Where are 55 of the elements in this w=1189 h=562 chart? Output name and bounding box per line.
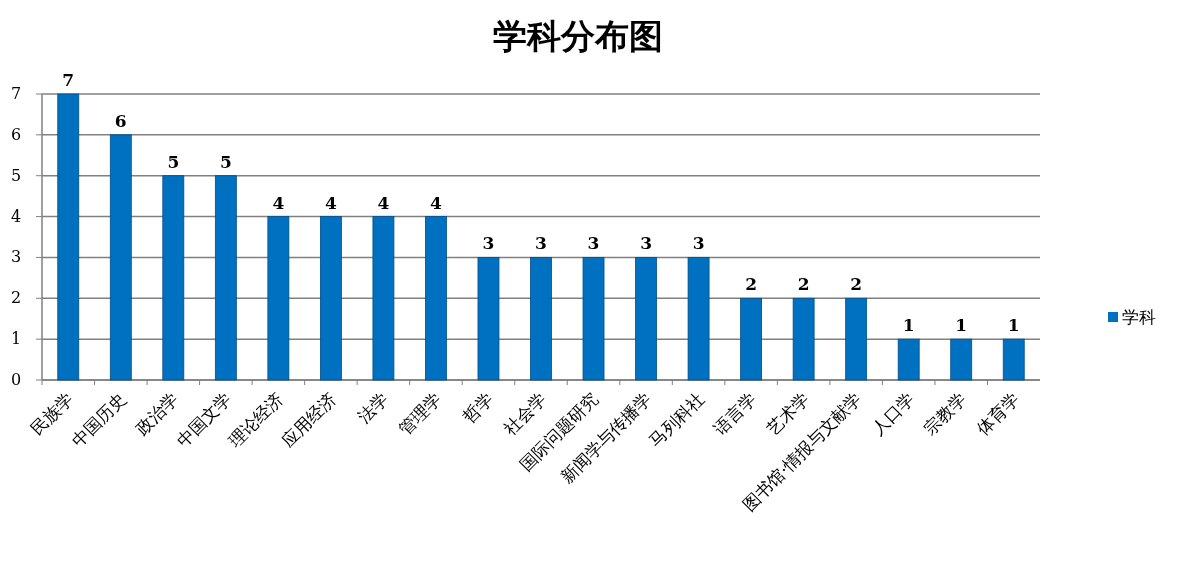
data-label: 3: [692, 233, 705, 254]
x-tick-label: 法学: [354, 388, 393, 427]
y-tick-label: 6: [10, 124, 22, 144]
x-tick-label: 管理学: [394, 388, 445, 439]
x-tick-label: 宗教学: [919, 388, 971, 439]
bar: [57, 93, 80, 381]
y-tick-label: 7: [10, 84, 22, 103]
y-tick-label: 5: [10, 165, 22, 185]
y-tick-label: 1: [10, 329, 22, 349]
bar: [372, 216, 395, 381]
data-label: 1: [1007, 315, 1020, 336]
data-label: 3: [640, 233, 652, 254]
data-label: 2: [745, 274, 758, 295]
bar: [897, 338, 920, 381]
data-label: 1: [902, 315, 915, 336]
data-label: 5: [167, 151, 180, 172]
data-label: 4: [272, 192, 285, 213]
bar: [477, 257, 500, 381]
y-tick-label: 4: [10, 206, 22, 226]
bar: [792, 297, 815, 381]
bar: [950, 338, 973, 381]
legend-label: 学科: [1122, 307, 1156, 327]
bar: [687, 257, 710, 381]
bar: [319, 216, 342, 381]
data-label: 4: [430, 192, 443, 213]
y-tick-label: 2: [10, 288, 22, 308]
data-label: 7: [62, 70, 75, 90]
data-label: 2: [850, 274, 863, 295]
x-tick-label: 哲学: [459, 388, 498, 427]
data-label: 4: [324, 192, 337, 213]
x-tick-label: 语言学: [709, 388, 760, 439]
y-tick-label: 3: [10, 247, 22, 267]
data-label: 3: [587, 233, 600, 254]
data-label: 4: [377, 192, 390, 213]
bar: [162, 175, 185, 381]
data-label: 6: [114, 110, 127, 131]
x-tick-label: 人口学: [867, 388, 918, 439]
y-tick-label: 0: [10, 370, 22, 389]
data-label: 5: [219, 151, 232, 172]
bar: [267, 216, 290, 381]
bar: [740, 297, 763, 381]
bar: [214, 175, 237, 381]
data-label: 1: [955, 315, 968, 336]
data-label: 3: [535, 233, 547, 254]
bar: [425, 216, 447, 381]
bar: [109, 134, 132, 381]
bar: [582, 257, 605, 381]
bar: [1002, 338, 1025, 381]
data-label: 2: [797, 274, 810, 295]
data-label: 3: [482, 233, 495, 254]
x-tick-label: 体育学: [972, 388, 1023, 439]
bar: [845, 297, 868, 381]
chart-title: 学科分布图: [493, 16, 663, 56]
bar: [530, 257, 552, 381]
bar: [635, 257, 657, 381]
